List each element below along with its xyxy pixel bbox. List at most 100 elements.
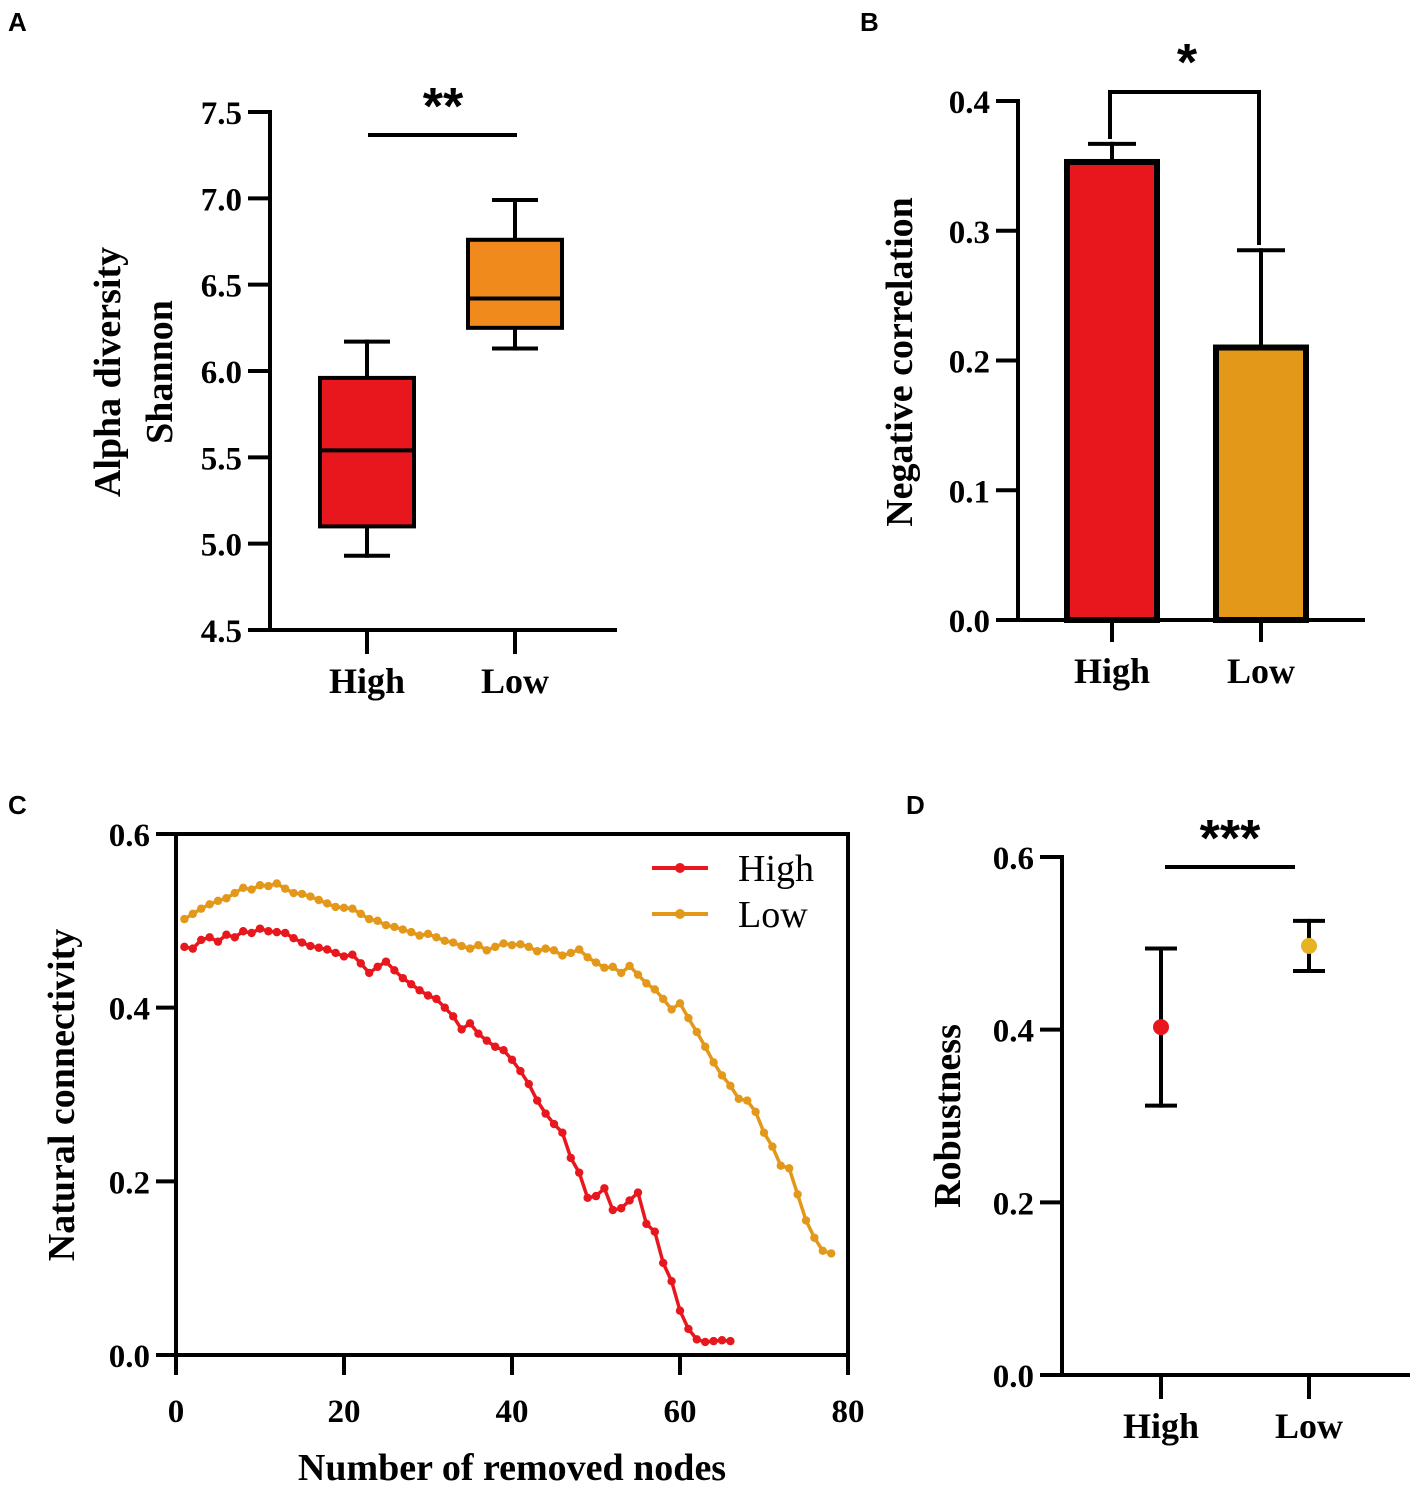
data-point-high xyxy=(239,927,248,936)
significance-marker: * xyxy=(1177,34,1198,92)
data-point-low xyxy=(323,899,332,908)
bar-high xyxy=(1064,158,1160,623)
data-point-high xyxy=(675,1306,685,1315)
data-point-high xyxy=(289,934,298,943)
data-point-high xyxy=(633,1188,643,1197)
y-tick-label: 0.2 xyxy=(109,1165,150,1201)
data-point-low xyxy=(558,951,567,960)
panel-b-barchart: 0.0 0.1 0.2 0.3 0.4 High Low * Negative correlat… xyxy=(879,34,1365,691)
data-point-high xyxy=(608,1205,617,1215)
data-point-low xyxy=(281,884,290,893)
data-point-low xyxy=(600,963,609,972)
data-point-low xyxy=(701,1042,710,1051)
x-tick-label: 0 xyxy=(168,1394,185,1430)
data-point-high xyxy=(331,948,340,958)
data-point-low xyxy=(617,968,626,978)
data-point-high xyxy=(205,933,214,942)
y-tick-label: 0.4 xyxy=(949,85,990,121)
data-point-low xyxy=(507,940,517,950)
data-point-low xyxy=(407,927,416,937)
data-point-low xyxy=(650,985,659,994)
data-point-low xyxy=(692,1027,701,1037)
data-point-low xyxy=(818,1246,827,1256)
y-tick-label: 0.2 xyxy=(993,1186,1034,1222)
y-tick-label: 0.1 xyxy=(949,474,990,510)
data-point-high xyxy=(281,928,290,938)
series-line-high xyxy=(184,926,731,1344)
y-axis-title: Negative correlation xyxy=(879,197,921,527)
data-point-high xyxy=(323,945,332,954)
panel-letter-b: B xyxy=(860,7,879,37)
y-tick-label: 0.0 xyxy=(993,1359,1034,1395)
y-tick-label: 0.0 xyxy=(109,1339,150,1375)
data-point-low xyxy=(633,970,643,979)
data-point-low xyxy=(188,909,197,919)
x-tick-label: 60 xyxy=(664,1394,697,1430)
y-tick-label: 6.0 xyxy=(201,355,242,391)
data-point-low xyxy=(482,946,491,955)
data-point-low xyxy=(440,936,449,946)
data-point-high xyxy=(356,959,365,968)
data-point-high xyxy=(667,1276,676,1286)
data-point-high xyxy=(541,1109,550,1118)
data-point-high xyxy=(516,1066,525,1076)
data-point-high xyxy=(339,952,349,961)
data-point-high xyxy=(449,1012,458,1021)
data-point-low xyxy=(583,953,592,962)
data-point-high xyxy=(432,994,441,1004)
data-point-high xyxy=(499,1046,508,1055)
data-point-low xyxy=(306,892,315,901)
data-point-high xyxy=(591,1191,601,1201)
data-point-low xyxy=(793,1190,802,1199)
data-point-high xyxy=(415,986,424,995)
data-point-high xyxy=(575,1168,584,1177)
data-point-low xyxy=(751,1107,760,1117)
data-point-low xyxy=(566,948,575,958)
y-tick-label: 0.2 xyxy=(949,345,990,381)
data-point-low xyxy=(348,904,357,913)
data-point-high xyxy=(230,933,239,942)
data-point-high xyxy=(440,1003,449,1012)
data-point-low xyxy=(423,929,433,939)
data-point-high xyxy=(566,1153,575,1163)
y-tick-label: 0.3 xyxy=(949,215,990,251)
y-tick-label: 5.5 xyxy=(201,441,242,477)
data-point-low xyxy=(667,1005,676,1014)
data-point-low xyxy=(213,896,223,906)
data-point-high xyxy=(247,928,256,938)
series-line-low xyxy=(183,881,832,1256)
y-tick-label: 0.4 xyxy=(993,1014,1034,1050)
data-point-low xyxy=(289,888,298,898)
x-tick-label: 80 xyxy=(832,1394,865,1430)
significance-marker: ** xyxy=(423,78,464,136)
significance-marker: *** xyxy=(1200,810,1261,868)
data-point-low xyxy=(205,900,214,909)
data-point-low xyxy=(457,941,466,951)
legend-label: Low xyxy=(738,894,808,936)
data-point-high xyxy=(222,930,231,939)
data-point-high xyxy=(297,938,307,947)
x-tick-label: Low xyxy=(1275,1406,1343,1446)
data-point-low xyxy=(255,881,265,890)
y-tick-label: 0.4 xyxy=(109,992,150,1028)
data-point-high xyxy=(272,927,281,937)
data-point-high xyxy=(381,957,391,966)
data-point-low xyxy=(743,1096,752,1105)
data-point-low xyxy=(390,922,399,932)
data-point-high xyxy=(398,973,407,983)
data-point-low xyxy=(449,938,458,947)
data-point-low xyxy=(180,914,189,924)
data-point-high xyxy=(457,1025,466,1034)
data-point-high xyxy=(390,966,399,975)
data-point-low xyxy=(709,1058,718,1067)
data-point-high xyxy=(684,1324,693,1334)
data-point-low xyxy=(827,1249,836,1258)
data-point-low xyxy=(474,940,483,950)
data-point-high xyxy=(549,1119,559,1129)
data-point-low xyxy=(491,942,500,952)
data-point-low xyxy=(499,939,508,948)
x-axis-title: Number of removed nodes xyxy=(298,1447,726,1489)
data-point-low xyxy=(264,881,273,891)
data-point-high xyxy=(692,1335,701,1344)
